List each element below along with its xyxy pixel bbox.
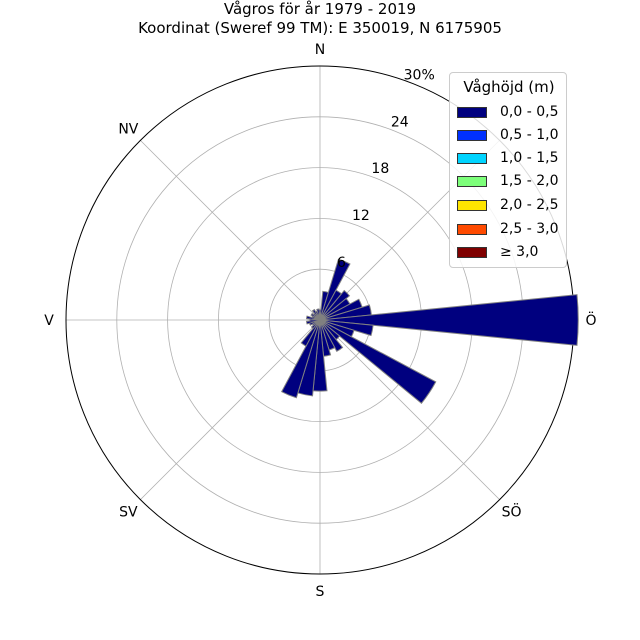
legend-title: Våghöjd (m) bbox=[463, 78, 555, 96]
wave-bar bbox=[281, 319, 321, 399]
legend-swatch bbox=[457, 247, 487, 258]
direction-label: V bbox=[44, 313, 54, 329]
wave-bar bbox=[316, 308, 321, 321]
direction-label: S bbox=[316, 584, 325, 600]
legend-swatch bbox=[457, 176, 487, 187]
legend-label: 0,0 - 0,5 bbox=[500, 104, 559, 120]
direction-label: Ö bbox=[585, 311, 596, 329]
legend-swatch bbox=[457, 153, 487, 164]
radial-tick-label: 6 bbox=[337, 255, 346, 271]
bar-layer bbox=[281, 258, 579, 404]
radial-tick-label: 12 bbox=[352, 208, 370, 224]
direction-label: SÖ bbox=[502, 503, 522, 521]
legend-label: 0,5 - 1,0 bbox=[500, 127, 559, 143]
radial-gridline bbox=[140, 319, 321, 500]
wave-bar bbox=[319, 319, 344, 353]
wave-bar bbox=[319, 289, 351, 321]
legend-swatch bbox=[457, 130, 487, 141]
legend-label: 2,0 - 2,5 bbox=[500, 197, 559, 213]
radial-tick-label: 30% bbox=[404, 67, 435, 83]
legend: Våghöjd (m) 0,0 - 0,5 0,5 - 1,0 1,0 - 1,… bbox=[449, 72, 567, 268]
legend-label: 1,5 - 2,0 bbox=[500, 173, 559, 189]
direction-label: SV bbox=[119, 505, 138, 521]
wave-bar bbox=[300, 319, 321, 347]
chart-title: Vågros för år 1979 - 2019 bbox=[223, 0, 417, 18]
legend-label: 2,5 - 3,0 bbox=[500, 221, 559, 237]
chart-subtitle: Koordinat (Sweref 99 TM): E 350019, N 61… bbox=[138, 19, 502, 37]
label-layer: 6 12 18 24 30% N NV V SV S SÖ Ö bbox=[44, 42, 596, 600]
radial-tick-label: 24 bbox=[391, 114, 409, 130]
wave-bar bbox=[319, 258, 351, 321]
direction-label: NV bbox=[118, 121, 138, 137]
legend-label: 1,0 - 1,5 bbox=[500, 150, 559, 166]
wave-bar bbox=[319, 294, 579, 346]
direction-label: N bbox=[315, 42, 325, 58]
legend-label: ≥ 3,0 bbox=[500, 244, 539, 260]
radial-gridline bbox=[140, 140, 321, 321]
legend-swatch bbox=[457, 224, 487, 235]
legend-swatch bbox=[457, 107, 487, 118]
wave-bar bbox=[319, 319, 437, 404]
wave-bar bbox=[305, 319, 321, 325]
radial-gridline bbox=[319, 319, 500, 500]
legend-swatch bbox=[457, 200, 487, 211]
radial-tick-label: 18 bbox=[371, 161, 389, 177]
